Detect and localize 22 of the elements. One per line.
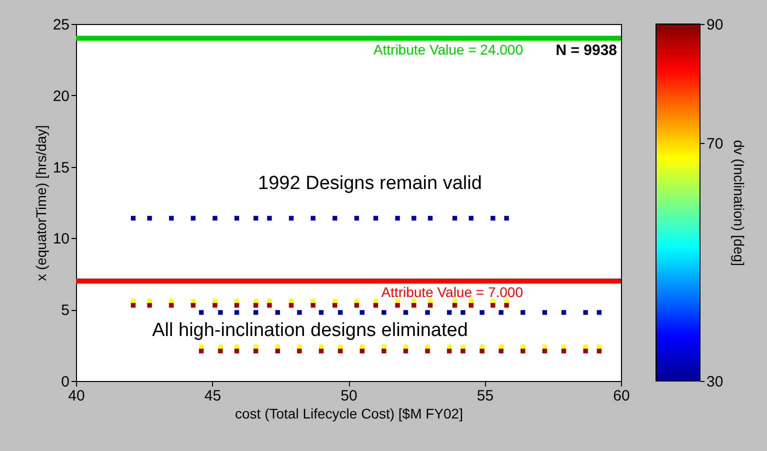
y-tick-label: 0 — [61, 374, 70, 390]
color-bar-label: 90 — [706, 16, 724, 34]
color-bar-label: 70 — [706, 136, 724, 152]
color-bar-title: dv (Inclination) [deg] — [731, 140, 748, 266]
y-tick-label: 5 — [61, 302, 70, 320]
y-tick-label: 15 — [52, 159, 70, 176]
y-tick-label: 25 — [52, 16, 70, 34]
color-bar-label: 30 — [706, 374, 724, 390]
x-tick-label: 40 — [68, 388, 85, 404]
annotation: All high-inclination designs eliminated — [152, 320, 468, 341]
ref-line-label: Attribute Value = 24.000 — [373, 41, 524, 58]
annotation: N = 9938 — [556, 42, 617, 59]
x-tick-label: 60 — [613, 388, 630, 404]
annotation: 1992 Designs remain valid — [258, 173, 482, 194]
y-axis-title: x (equatorTime) [hrs/day] — [32, 125, 49, 281]
y-tick-label: 20 — [52, 88, 70, 105]
x-tick-label: 45 — [204, 388, 222, 404]
x-axis-title: cost (Total Lifecycle Cost) [$M FY02] — [235, 406, 463, 422]
x-tick-label: 50 — [340, 388, 358, 404]
x-tick-label: 55 — [476, 388, 494, 404]
y-tick-label: 10 — [52, 230, 70, 248]
ref-line-label: Attribute Value = 7.000 — [381, 284, 524, 300]
